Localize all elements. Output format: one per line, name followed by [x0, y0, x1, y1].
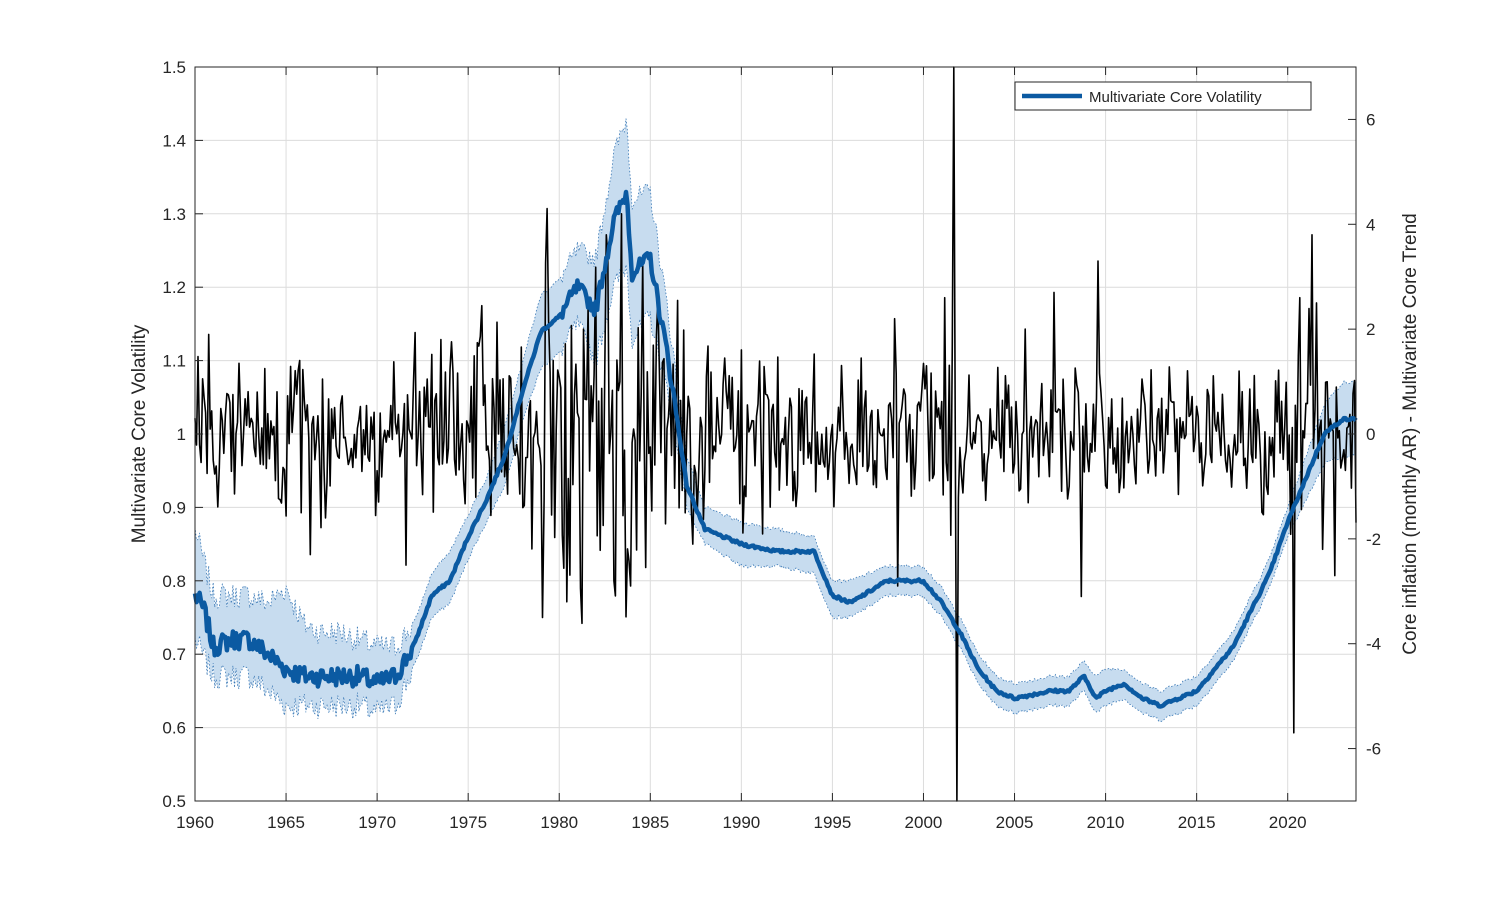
left-y-tick-label-10: 1.5	[162, 58, 186, 77]
left-y-tick-label-1: 0.6	[162, 719, 186, 738]
left-y-tick-label-5: 1	[177, 425, 186, 444]
x-axis-ticks: 1960 1965 1970 1975 1980 1985 1990 1995 2000 2005…	[176, 67, 1307, 832]
legend: Multivariate Core Volatility	[1014, 81, 1312, 111]
right-y-axis-title: Core inflation (monthly AR) - Multivaria…	[1400, 213, 1421, 654]
x-tick-label-0: 1960	[176, 813, 214, 832]
left-y-tick-label-9: 1.4	[162, 131, 186, 150]
core-inflation-gap-line	[194, 66, 1357, 802]
left-y-tick-label-3: 0.8	[162, 572, 186, 591]
volatility-band-upper-edge	[194, 118, 1357, 693]
x-tick-label-2: 1970	[358, 813, 396, 832]
right-y-axis-ticks: -6 -4 -2 0 2 4 6	[1348, 110, 1381, 759]
left-y-tick-label-7: 1.2	[162, 278, 186, 297]
right-y-tick-label-1: -4	[1366, 635, 1381, 654]
volatility-confidence-band	[195, 118, 1356, 722]
x-tick-label-7: 1995	[813, 813, 851, 832]
right-y-tick-label-0: -6	[1366, 740, 1381, 759]
left-y-tick-label-4: 0.9	[162, 498, 186, 517]
x-tick-label-9: 2005	[996, 813, 1034, 832]
right-y-tick-label-2: -2	[1366, 530, 1381, 549]
left-y-tick-label-8: 1.3	[162, 205, 186, 224]
x-tick-label-6: 1990	[722, 813, 760, 832]
x-tick-label-10: 2010	[1087, 813, 1125, 832]
right-y-tick-label-4: 2	[1366, 320, 1375, 339]
x-tick-label-1: 1965	[267, 813, 305, 832]
x-tick-label-3: 1975	[449, 813, 487, 832]
x-tick-label-5: 1985	[631, 813, 669, 832]
left-y-tick-label-2: 0.7	[162, 645, 186, 664]
right-y-tick-label-6: 6	[1366, 110, 1375, 129]
left-y-tick-label-0: 0.5	[162, 792, 186, 811]
left-y-axis-title: Multivariate Core Volatility	[129, 324, 150, 543]
x-tick-label-8: 2000	[905, 813, 943, 832]
x-tick-label-11: 2015	[1178, 813, 1216, 832]
x-tick-label-4: 1980	[540, 813, 578, 832]
left-y-tick-label-6: 1.1	[162, 352, 186, 371]
right-y-tick-label-5: 4	[1366, 215, 1375, 234]
left-y-axis-ticks: 0.5 0.6 0.7 0.8 0.9 1 1.1 1.2 1.3 1.4 1.5	[162, 58, 203, 811]
x-tick-label-12: 2020	[1269, 813, 1307, 832]
right-y-tick-label-3: 0	[1366, 425, 1375, 444]
volatility-line	[192, 189, 1358, 709]
volatility-band-lower-edge	[194, 264, 1357, 722]
legend-entry-volatility: Multivariate Core Volatility	[1089, 89, 1262, 106]
